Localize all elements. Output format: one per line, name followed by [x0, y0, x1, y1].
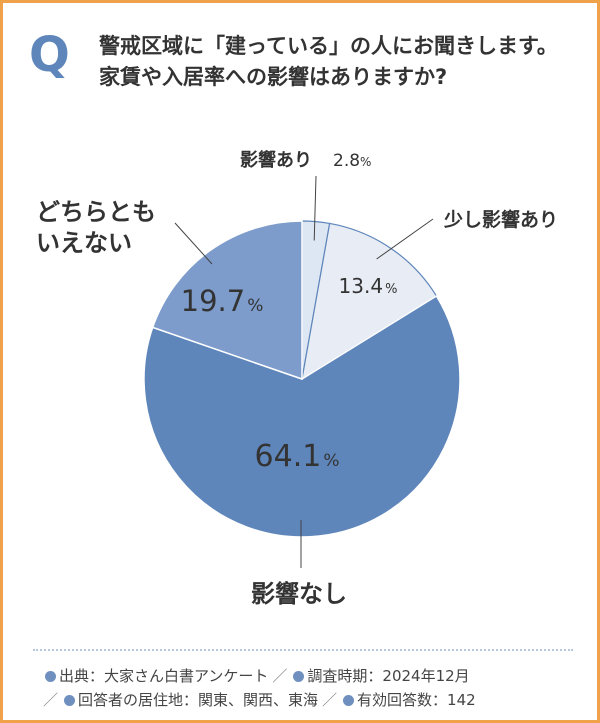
- footer-row-1: 出典：大家さん白書アンケート／ 調査時期：2024年12月: [43, 664, 583, 688]
- bullet-dot-icon: [343, 695, 355, 706]
- leader-line-slice-4: [174, 222, 213, 265]
- footer-count: 有効回答数：142: [357, 691, 476, 709]
- bullet-dot-icon: [293, 671, 305, 682]
- slice-1-label: 影響あり: [240, 149, 312, 171]
- q-mark: Q: [29, 27, 70, 83]
- survey-card: Q 警戒区域に「建っている」の人にお聞きします。 家賃や入居率への影響はあります…: [3, 3, 597, 720]
- slice-2-label: 少し影響あり: [443, 208, 558, 231]
- footer-separator: ／: [322, 691, 338, 709]
- slice-3-label: 影響なし: [251, 580, 347, 608]
- footer: 出典：大家さん白書アンケート／調査時期：2024年12月 ／回答者の居住地：関東…: [43, 664, 583, 712]
- footer-area: 回答者の居住地：関東、関西、東海: [78, 691, 319, 709]
- bullet-dot-icon: [64, 695, 76, 706]
- slice-4-value: 19.7%: [181, 284, 264, 318]
- question-line-1: 警戒区域に「建っている」の人にお聞きします。: [99, 34, 558, 58]
- footer-row-2: ／回答者の居住地：関東、関西、東海／有効回答数：142: [43, 688, 583, 712]
- pie-slice-3: [143, 294, 461, 538]
- bullet-dot-icon: [45, 671, 56, 682]
- question-text: 警戒区域に「建っている」の人にお聞きします。 家賃や入居率への影響はありますか?: [99, 31, 589, 93]
- footer-separator: ／: [43, 691, 59, 709]
- leader-line-slice-1: [313, 175, 317, 241]
- footer-divider: [33, 649, 573, 651]
- slice-1-value: 2.8%: [333, 151, 371, 171]
- footer-period: 調査時期：2024年12月: [307, 667, 470, 685]
- leader-line-slice-2: [376, 218, 434, 260]
- pie-slice-4: [151, 220, 303, 381]
- footer-separator: ／: [272, 667, 288, 685]
- footer-source: 出典：大家さん白書アンケート: [59, 667, 269, 685]
- question-line-2: 家賃や入居率への影響はありますか?: [99, 65, 448, 89]
- slice-4-label: どちらともいえない: [36, 198, 156, 257]
